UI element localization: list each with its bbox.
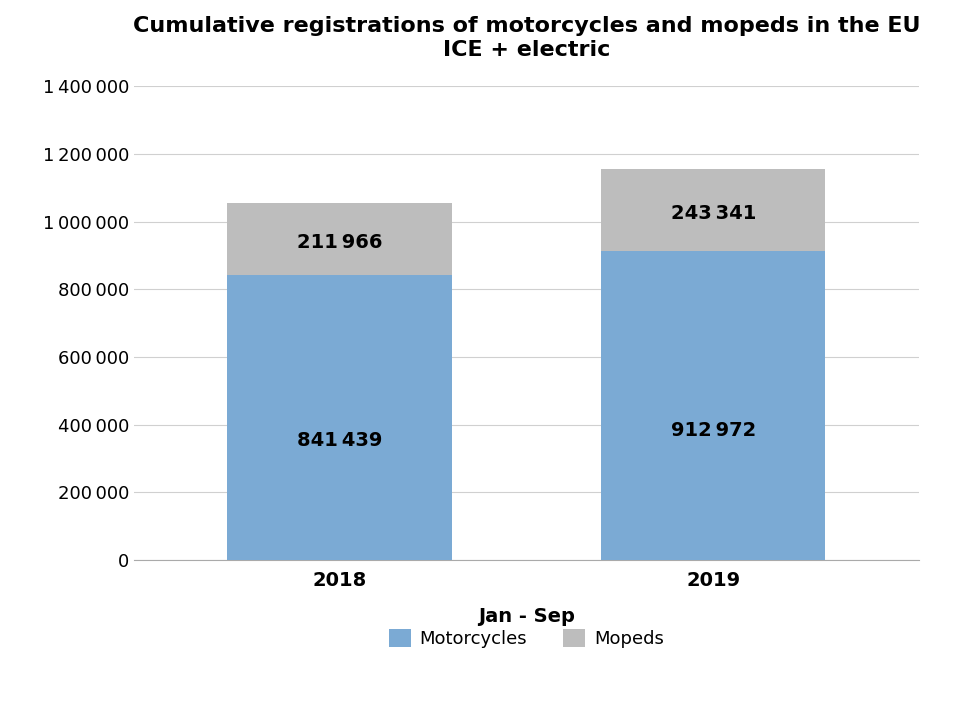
Text: 243 341: 243 341	[671, 205, 756, 223]
Legend: Motorcycles, Mopeds: Motorcycles, Mopeds	[382, 622, 671, 656]
Bar	[228, 203, 452, 275]
Title: Cumulative registrations of motorcycles and mopeds in the EU
ICE + electric: Cumulative registrations of motorcycles …	[133, 17, 920, 60]
Text: 211 966: 211 966	[297, 233, 382, 253]
Bar	[601, 169, 825, 251]
Bar	[228, 275, 452, 560]
Text: 841 439: 841 439	[297, 431, 382, 450]
Text: 912 972: 912 972	[671, 421, 756, 439]
X-axis label: Jan - Sep: Jan - Sep	[478, 607, 575, 626]
Bar	[601, 251, 825, 560]
